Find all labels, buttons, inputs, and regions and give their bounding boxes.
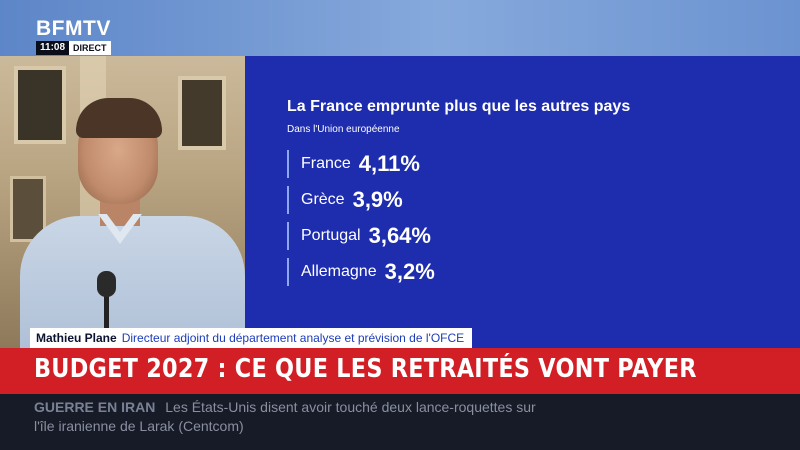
guest-hair [76, 98, 162, 138]
rate-value: 3,9% [352, 187, 403, 212]
live-badge: DIRECT [69, 41, 111, 55]
clock-time: 11:08 [36, 41, 70, 55]
rate-value: 4,11% [358, 151, 420, 176]
country-name: Portugal [301, 227, 361, 244]
background-window [178, 76, 226, 150]
headline-banner: BUDGET 2027 : CE QUE LES RETRAITÉS VONT … [0, 348, 800, 394]
rate-value: 3,2% [384, 259, 435, 284]
ticker-line: GUERRE EN IRAN Les États-Unis disent avo… [34, 399, 536, 415]
graphic-subtitle: Dans l'Union européenne [287, 124, 400, 135]
country-rate-list: France 4,11% Grèce 3,9% Portugal 3,64% A… [287, 146, 435, 290]
ticker-tag: GUERRE EN IRAN [34, 399, 156, 415]
list-item: Grèce 3,9% [287, 182, 435, 218]
studio-video [0, 56, 245, 348]
guest-name-strip: Mathieu Plane Directeur adjoint du dépar… [30, 328, 473, 348]
list-item: France 4,11% [287, 146, 435, 182]
country-name: Allemagne [301, 263, 377, 280]
ticker-line: l'île iranienne de Larak (Centcom) [34, 418, 244, 434]
info-graphic-panel: La France emprunte plus que les autres p… [245, 56, 800, 348]
list-item: Allemagne 3,2% [287, 254, 435, 290]
microphone-stand [104, 286, 109, 348]
clock-bar: 11:08 DIRECT [36, 41, 111, 55]
graphic-title: La France emprunte plus que les autres p… [287, 98, 631, 115]
channel-logo-text: BFMTV [36, 17, 111, 40]
country-name: Grèce [301, 191, 345, 208]
country-name: France [301, 155, 351, 172]
top-band: BFMTV 11:08 DIRECT [0, 0, 800, 56]
guest-role: Directeur adjoint du département analyse… [121, 331, 465, 345]
guest-shirt [20, 216, 245, 348]
ticker-text: Les États-Unis disent avoir touché deux … [165, 399, 536, 415]
microphone-icon [97, 271, 116, 297]
guest-name: Mathieu Plane [36, 331, 117, 345]
background-window [14, 66, 66, 144]
rate-value: 3,64% [368, 223, 431, 248]
headline-text: BUDGET 2027 : CE QUE LES RETRAITÉS VONT … [34, 354, 697, 384]
channel-logo: BFMTV 11:08 DIRECT [36, 18, 111, 55]
list-item: Portugal 3,64% [287, 218, 435, 254]
news-ticker: GUERRE EN IRAN Les États-Unis disent avo… [0, 394, 800, 450]
